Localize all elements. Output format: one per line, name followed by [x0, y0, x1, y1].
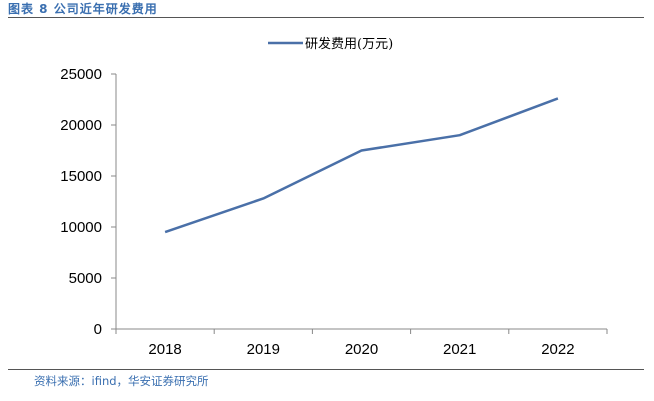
y-tick-label: 15000 — [60, 168, 102, 185]
source-note: 资料来源：ifind，华安证券研究所 — [34, 374, 209, 388]
y-tick-label: 10000 — [60, 219, 102, 236]
x-tick-label: 2020 — [345, 341, 378, 358]
y-tick-label: 20000 — [60, 117, 102, 134]
x-tick-label: 2019 — [247, 341, 280, 358]
bottom-rule — [8, 369, 644, 370]
x-tick-label: 2018 — [148, 341, 181, 358]
y-tick-label: 25000 — [60, 66, 102, 83]
y-tick-label: 0 — [94, 321, 102, 338]
series-line — [164, 97, 559, 234]
x-tick-label: 2021 — [443, 341, 476, 358]
y-tick-label: 5000 — [69, 270, 102, 287]
legend-label: 研发费用(万元) — [305, 36, 393, 52]
top-rule — [8, 17, 644, 18]
x-tick-label: 2022 — [541, 341, 574, 358]
figure-title: 图表 8 公司近年研发费用 — [8, 2, 158, 16]
